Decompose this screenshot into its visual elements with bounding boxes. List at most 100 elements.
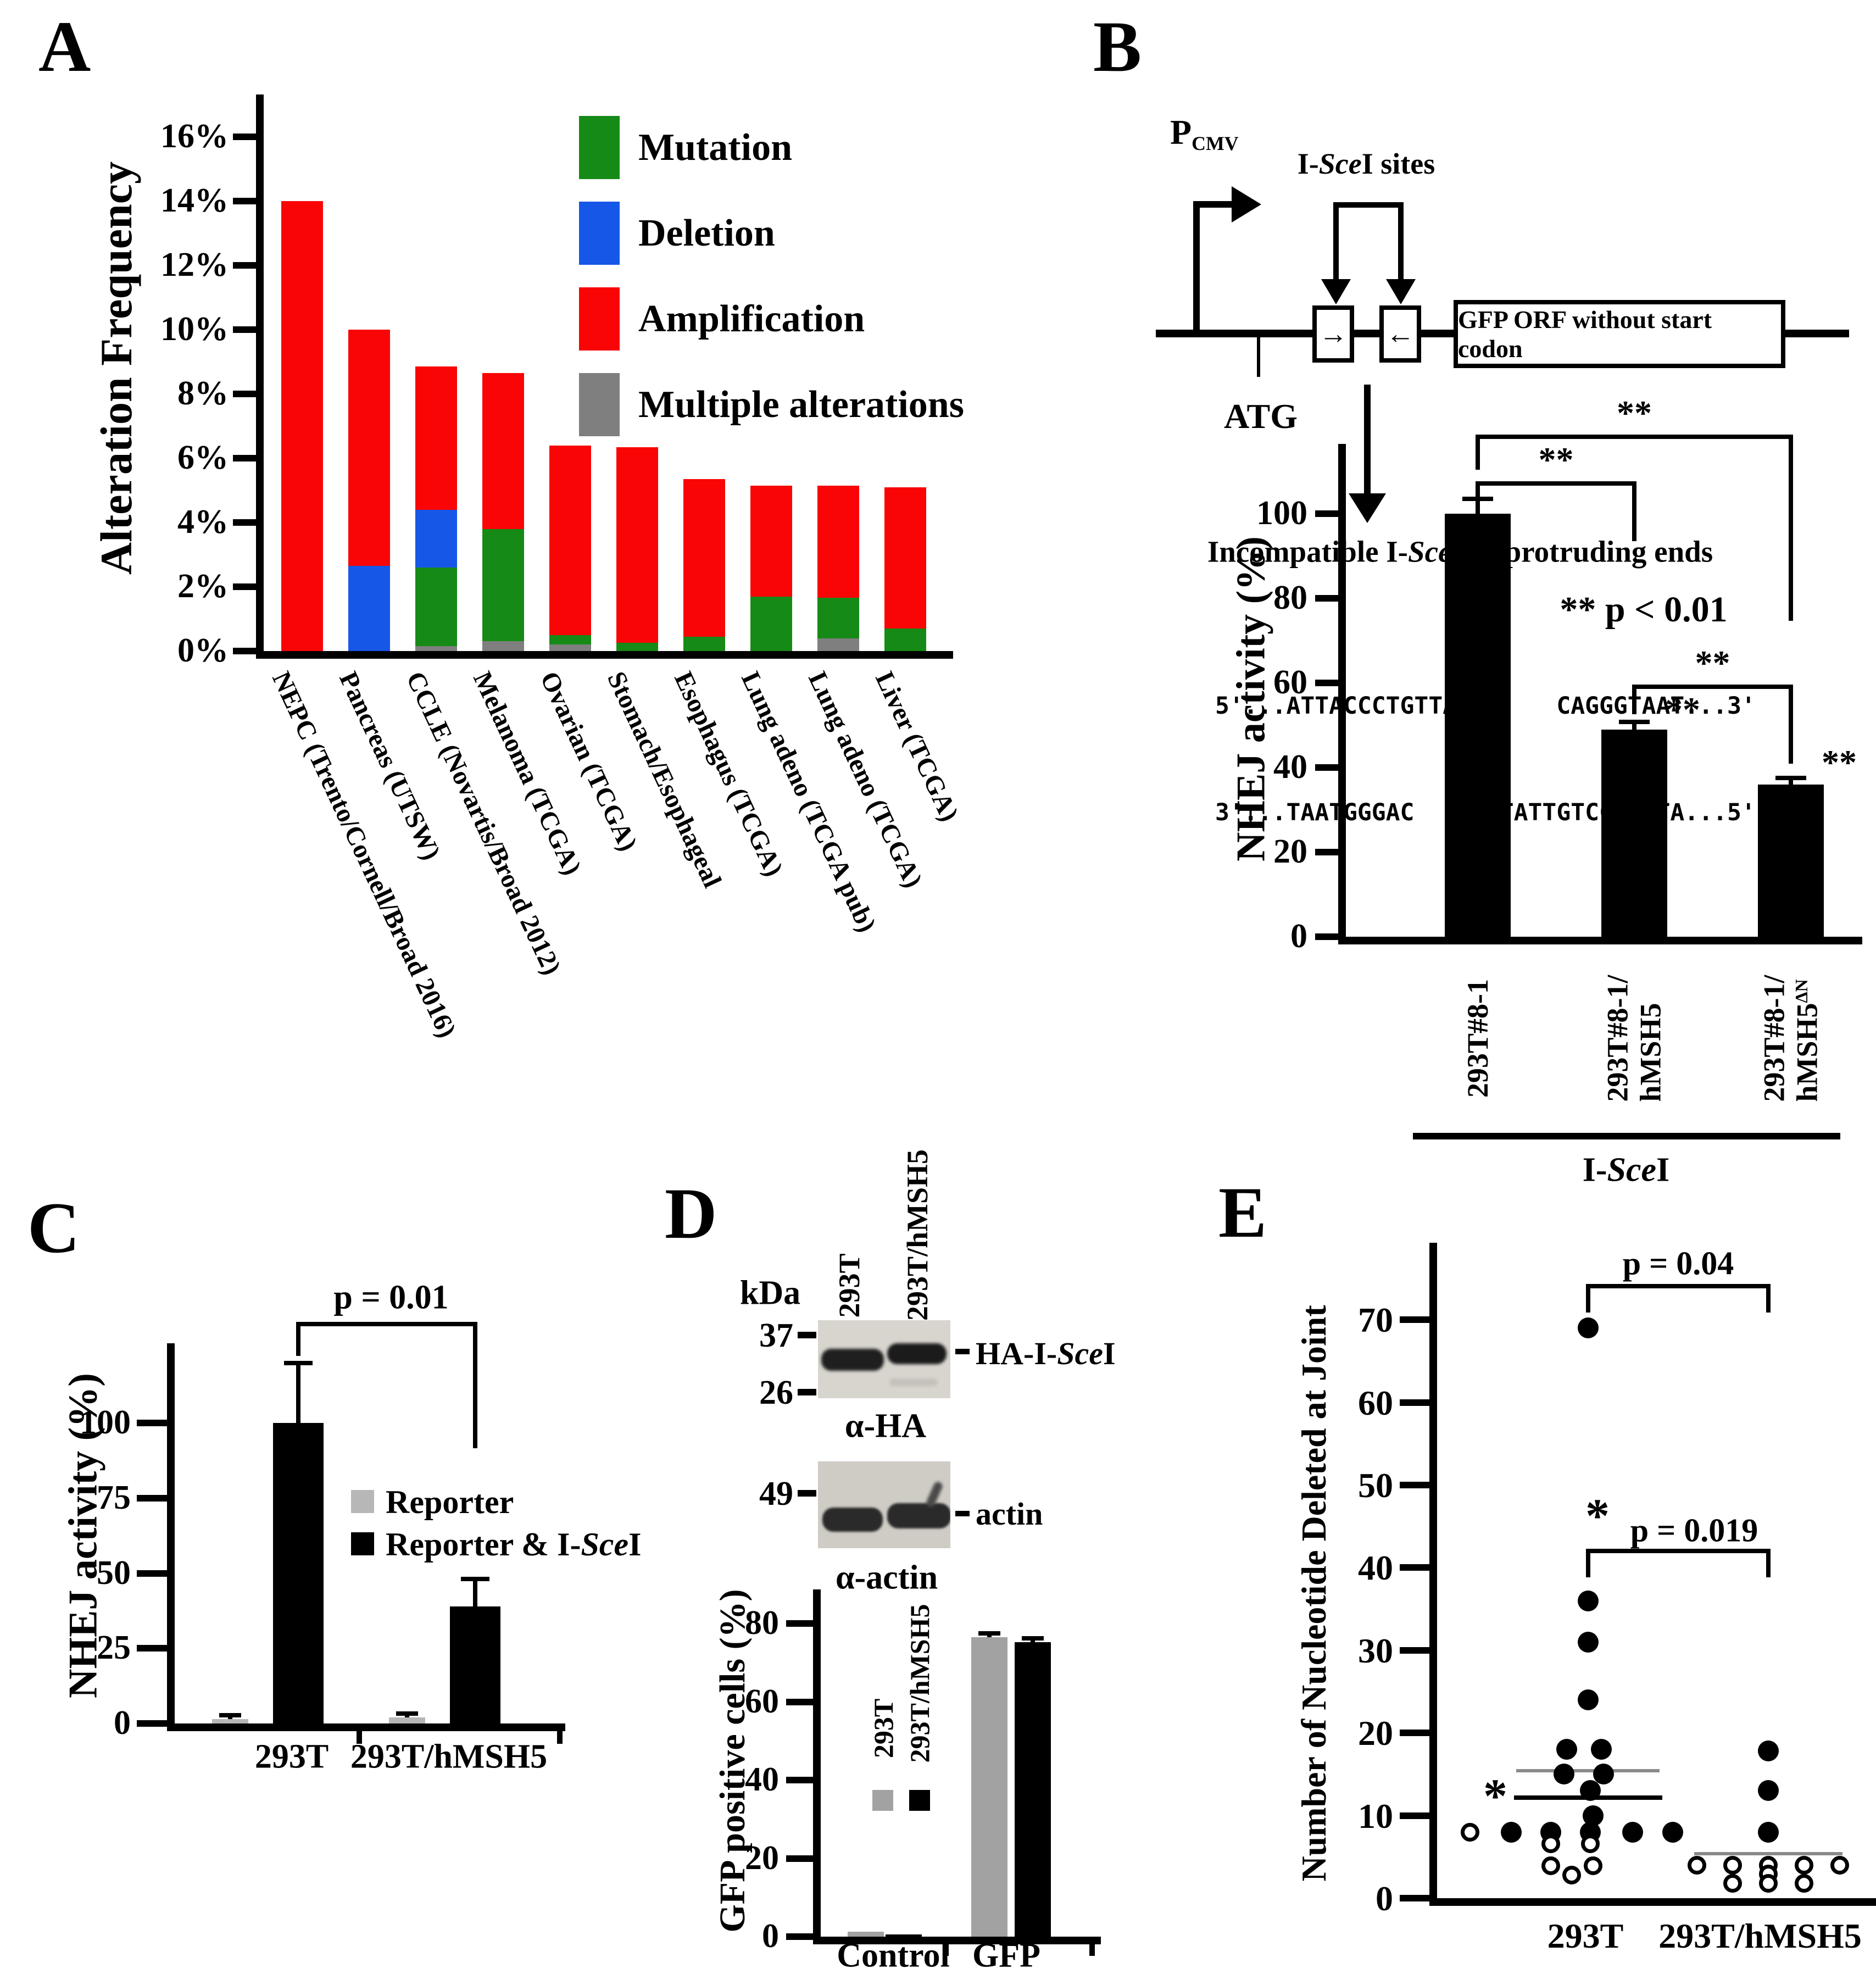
c-ytick-label: 75 [97,1478,131,1516]
a-ytick-label: 4% [177,503,229,541]
cut-arrowhead-icon [1349,493,1386,523]
c-pvalue-label: p = 0.01 [333,1278,449,1316]
e-x-axis [1429,1898,1876,1906]
b-xtick-line2-text: hMSH5 [1634,1003,1667,1102]
c-legend-pre: Reporter [386,1484,514,1520]
d-bar-293t [971,1637,1007,1937]
b-xtick-label-2: 293T#8-1/hMSH5 [1601,975,1668,1102]
e-open-dot [1562,1865,1581,1884]
a-bar-segment-amplification [415,366,457,510]
e-ytick-label: 10 [1358,1796,1393,1836]
a-ytick-label: 16% [160,118,229,155]
a-y-axis-tick [233,134,264,140]
a-bar-segment-amplification [884,487,926,629]
e-pvalue-2: p = 0.019 [1630,1512,1758,1549]
b-bracket-1-2 [1632,483,1636,541]
c-ytick-label: 0 [114,1704,131,1742]
b-group-post: I [1656,1151,1670,1189]
e-filled-dot [1593,1764,1614,1785]
e-star-annotation: * [1585,1489,1610,1543]
c-legend-label-2: Reporter & I-SceI [386,1526,641,1564]
e-open-dot [1795,1855,1813,1875]
e-filled-dot [1758,1741,1779,1762]
scei-site-box-reverse: ← [1379,305,1421,363]
d-x-axis-tick [1089,1940,1095,1956]
a-y-axis-tick [233,583,264,590]
c-legend-italic: Sce [581,1526,629,1562]
b-bracket-1-2 [1476,481,1636,486]
a-ytick-label: 6% [177,439,229,476]
incompatible-pre: Incompatible I- [1207,535,1408,569]
b-bar2-stars: ** [1665,690,1700,729]
b-ytick-label: 100 [1256,494,1307,532]
c-error-bar [219,1713,241,1718]
d-y-axis-tick [786,1855,817,1862]
d-ytick-label: 20 [745,1839,779,1877]
a-y-axis-tick [233,455,264,461]
scei-bracket-left [1333,202,1339,280]
e-xtick-293t: 293T [1547,1916,1624,1955]
e-filled-dot [1622,1821,1643,1843]
e-ytick-label: 20 [1358,1714,1393,1753]
b-xtick-line1: 293T#8-1 [1461,979,1494,1098]
b-x-axis [1338,937,1862,944]
a-bar-segment-amplification [549,445,591,635]
blot-band [887,1343,947,1364]
e-filled-dot [1758,1821,1779,1843]
b-ytick-label: 0 [1290,918,1307,955]
b-xtick-line2-text: hMSH5 [1791,1003,1824,1102]
c-x-axis-tick [357,1727,362,1744]
b-bar-2 [1601,729,1667,937]
b-xtick-line1: 293T#8-1/ [1757,975,1791,1102]
b-error-bar [1775,776,1806,781]
b-group-label: I-SceI [1583,1151,1669,1190]
d-band1-label: HA-I-SceI [976,1335,1116,1372]
panel-d-label: D [665,1173,717,1254]
a-bar-segment-amplification [817,485,859,598]
d-probe-ha-label: α-HA [844,1407,927,1445]
b-bracket-1-2-stars: ** [1538,440,1574,479]
e-pvalue-bracket-2 [1586,1551,1590,1577]
e-filled-dot [1580,1780,1601,1801]
b-error-bar [1462,497,1493,502]
c-ytick-label: 100 [80,1404,131,1441]
a-ytick-label: 10% [160,310,229,348]
d-y-axis-tick [786,1933,817,1940]
b-y-axis-tick [1315,933,1346,940]
a-y-axis-tick [233,326,264,333]
a-bar-segment-multiple-alterations [415,646,457,651]
b-error-bar [1632,721,1636,730]
e-filled-dot [1501,1821,1522,1843]
d-x-axis-tick [943,1940,949,1956]
promoter-arrow-shaft [1193,201,1232,208]
e-open-dot [1723,1873,1742,1893]
a-bar-segment-multiple-alterations [817,638,859,651]
c-bar-reporter-i-scei [450,1606,500,1723]
scei-sites-post: I sites [1361,147,1435,180]
e-ytick-label: 70 [1358,1300,1393,1340]
e-open-dot [1795,1873,1813,1893]
e-open-dot [1584,1856,1602,1876]
blot-band [821,1349,884,1371]
e-open-dot [1541,1856,1560,1876]
e-open-dot [1461,1822,1479,1842]
d-x-axis [813,1937,1101,1944]
b-xtick-line2: hMSH5 [1634,975,1667,1102]
blot-smudge [889,1378,938,1386]
d-marker-49-dash [798,1490,816,1497]
c-y-axis-tick [137,1420,168,1426]
b-y-axis [1338,444,1346,941]
d-probe-actin-label: α-actin [835,1559,938,1597]
e-mean-line [1694,1851,1842,1855]
panel-c-label: C [27,1187,80,1268]
promoter-pcmv-label: PCMV [1170,112,1239,155]
a-legend-label-4: Multiple alterations [638,383,964,426]
c-legend-pre: Reporter & I- [386,1526,581,1562]
c-bar-reporter [212,1719,248,1723]
c-error-bar [461,1577,489,1582]
c-legend-label-1: Reporter [386,1483,514,1521]
d-marker-26-dash [798,1389,816,1395]
c-pvalue-bracket [296,1324,300,1356]
e-ytick-label: 60 [1358,1383,1393,1422]
cut-arrow-stem [1364,385,1371,493]
